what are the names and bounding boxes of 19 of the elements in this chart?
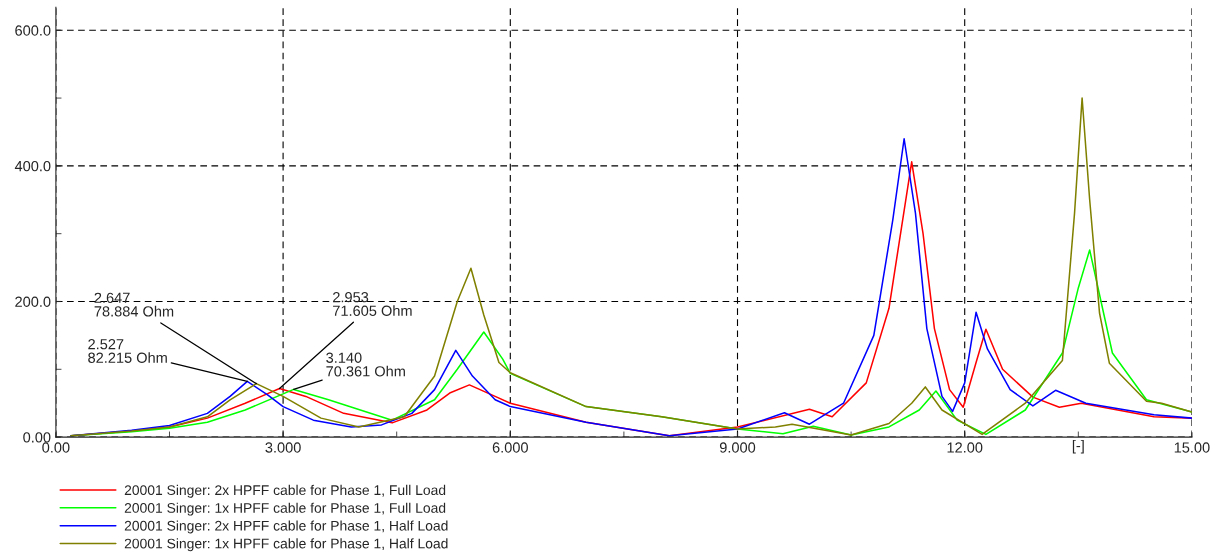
annotation: 2.953 71.605 Ohm: [333, 292, 412, 316]
legend-label: 20001 Singer: 1x HPFF cable for Phase 1, Half Load: [124, 538, 448, 552]
y-tick-label: 0.00: [23, 432, 51, 443]
x-tick-label: 12.00: [947, 442, 983, 453]
x-tick-label: 3.000: [265, 442, 301, 453]
legend-label: 20001 Singer: 2x HPFF cable for Phase 1, Full Load: [124, 484, 446, 498]
x-tick-label: 9.000: [719, 442, 756, 453]
legend-label: 20001 Singer: 2x HPFF cable for Phase 1, Half Load: [124, 520, 448, 534]
x-tick-label: 15.00: [1174, 442, 1210, 453]
x-tick-label: 0.00: [42, 442, 70, 453]
x-tick-label: 6.000: [492, 442, 528, 453]
annotation: 3.140 70.361 Ohm: [326, 352, 405, 377]
y-tick-label: 600.0: [15, 25, 51, 36]
y-tick-label: 400.0: [14, 160, 51, 172]
annotation: 2.527 82.215 Ohm: [88, 338, 167, 363]
y-tick-label: 200.0: [15, 296, 51, 307]
legend-label: 20001 Singer: 1x HPFF cable for Phase 1, Full Load: [124, 502, 446, 516]
x-axis-title: [-]: [1072, 439, 1084, 454]
annotation: 2.647 78.884 Ohm: [94, 292, 174, 317]
